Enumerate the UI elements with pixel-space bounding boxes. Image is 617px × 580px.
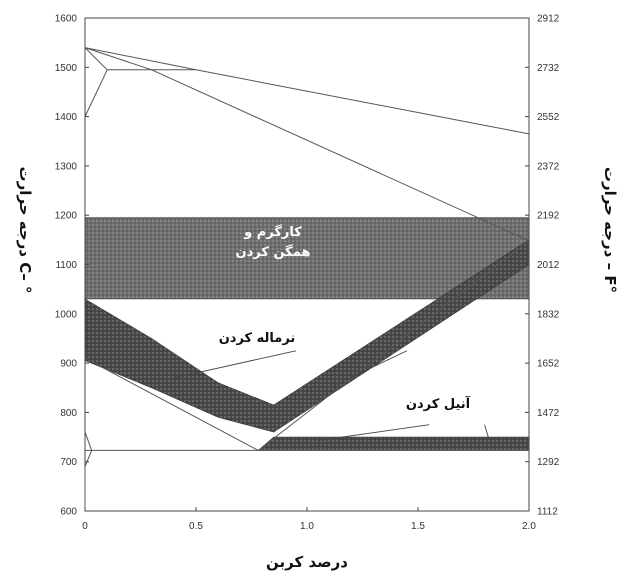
- y-tick-left-label: 1000: [55, 309, 78, 320]
- y-tick-left-label: 800: [60, 408, 77, 419]
- y-tick-right-label: 2552: [537, 112, 560, 123]
- y-tick-right-label: 2372: [537, 161, 560, 172]
- x-tick-label: 1.5: [411, 521, 425, 532]
- y-tick-right-label: 1292: [537, 457, 560, 468]
- y-tick-left-label: 600: [60, 507, 77, 518]
- x-tick-label: 0: [82, 521, 88, 532]
- x-tick-label: 1.0: [300, 521, 314, 532]
- y-tick-left-label: 1300: [55, 161, 78, 172]
- x-tick-label: 0.5: [189, 521, 203, 532]
- y-tick-right-label: 2012: [537, 260, 560, 271]
- label-hot-work-line2: همگن کردن: [236, 244, 311, 260]
- y-tick-left-label: 1100: [55, 260, 77, 271]
- y-tick-left-label: 1500: [55, 63, 78, 74]
- y-tick-right-label: 1652: [537, 359, 560, 370]
- label-hot-work-line1: کارگرم و: [243, 224, 302, 240]
- y-tick-right-label: 1832: [537, 309, 560, 320]
- label-normalizing: نرماله کردن: [219, 331, 296, 346]
- x-tick-label: 2.0: [522, 521, 536, 532]
- y-axis-title-right: درجه حرارت – F°: [601, 167, 617, 293]
- y-tick-right-label: 2912: [537, 14, 560, 25]
- x-axis-title: درصد کربن: [266, 553, 348, 571]
- y-tick-left-label: 1200: [55, 211, 78, 222]
- y-axis-title-left: درجه حرارت C– °: [16, 167, 34, 294]
- y-tick-left-label: 700: [60, 457, 77, 468]
- region-2: [258, 437, 529, 450]
- y-tick-left-label: 1600: [55, 14, 78, 25]
- label-annealing: آنیل کردن: [406, 395, 471, 412]
- y-tick-left-label: 900: [60, 359, 77, 370]
- y-tick-right-label: 1112: [537, 507, 558, 518]
- y-tick-right-label: 1472: [537, 408, 560, 419]
- y-tick-right-label: 2732: [537, 63, 560, 74]
- y-tick-right-label: 2192: [537, 211, 560, 222]
- y-tick-left-label: 1400: [55, 112, 78, 123]
